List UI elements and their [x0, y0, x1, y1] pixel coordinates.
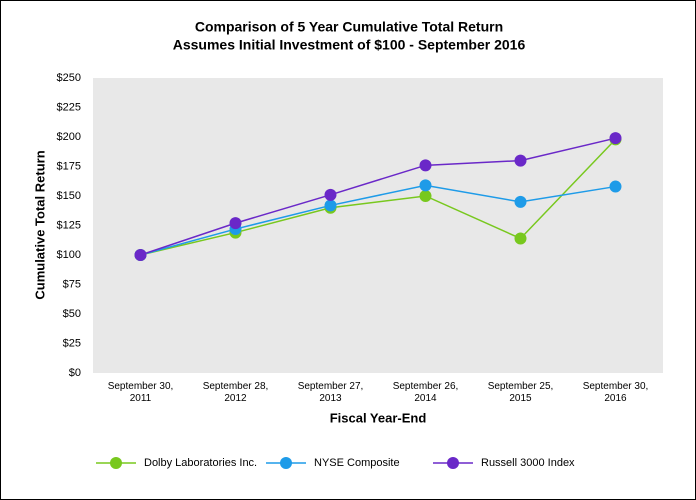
data-point: [514, 232, 527, 245]
y-tick-label: $50: [63, 308, 81, 320]
data-point: [324, 199, 337, 212]
y-tick-label: $250: [57, 72, 81, 84]
data-point: [514, 154, 527, 167]
series-line: [140, 137, 616, 256]
legend-marker: [447, 457, 459, 469]
data-point: [324, 188, 337, 201]
y-tick-label: $100: [57, 249, 81, 261]
x-tick-label: September 27, 2013: [297, 381, 364, 404]
legend-label: Russell 3000 Index: [481, 457, 575, 469]
y-tick-label: $200: [57, 131, 81, 143]
data-point: [134, 249, 147, 261]
chart-subtitle: Assumes Initial Investment of $100 - Sep…: [173, 37, 526, 53]
data-point: [609, 132, 622, 145]
y-tick-label: $150: [57, 190, 81, 202]
x-axis-title: Fiscal Year-End: [330, 410, 427, 425]
x-tick-label: September 26, 2014: [392, 381, 459, 404]
y-axis-title: Cumulative Total Return: [32, 150, 47, 299]
data-point: [609, 180, 622, 193]
legend-marker: [110, 457, 122, 469]
x-tick-label: September 28, 2012: [202, 381, 269, 404]
y-tick-label: $25: [63, 337, 81, 349]
legend-label: Dolby Laboratories Inc.: [144, 457, 257, 469]
legend-marker: [280, 457, 292, 469]
data-point: [419, 159, 432, 172]
x-tick-label: September 25, 2015: [487, 381, 554, 404]
data-point: [229, 217, 242, 230]
data-point: [514, 195, 527, 208]
y-tick-label: $225: [57, 101, 81, 113]
legend-label: NYSE Composite: [314, 457, 400, 469]
x-tick-label: September 30, 2016: [582, 381, 649, 404]
y-tick-label: $75: [63, 278, 81, 290]
x-tick-label: September 30, 2011: [107, 381, 174, 404]
plot-area: [93, 78, 663, 373]
series-line: [140, 138, 617, 256]
data-point: [419, 190, 432, 202]
y-tick-label: $125: [57, 219, 81, 231]
chart-title: Comparison of 5 Year Cumulative Total Re…: [195, 19, 503, 35]
y-tick-label: $175: [57, 160, 81, 172]
series-line: [140, 184, 616, 256]
data-point: [419, 179, 432, 192]
y-tick-label: $0: [69, 367, 81, 379]
